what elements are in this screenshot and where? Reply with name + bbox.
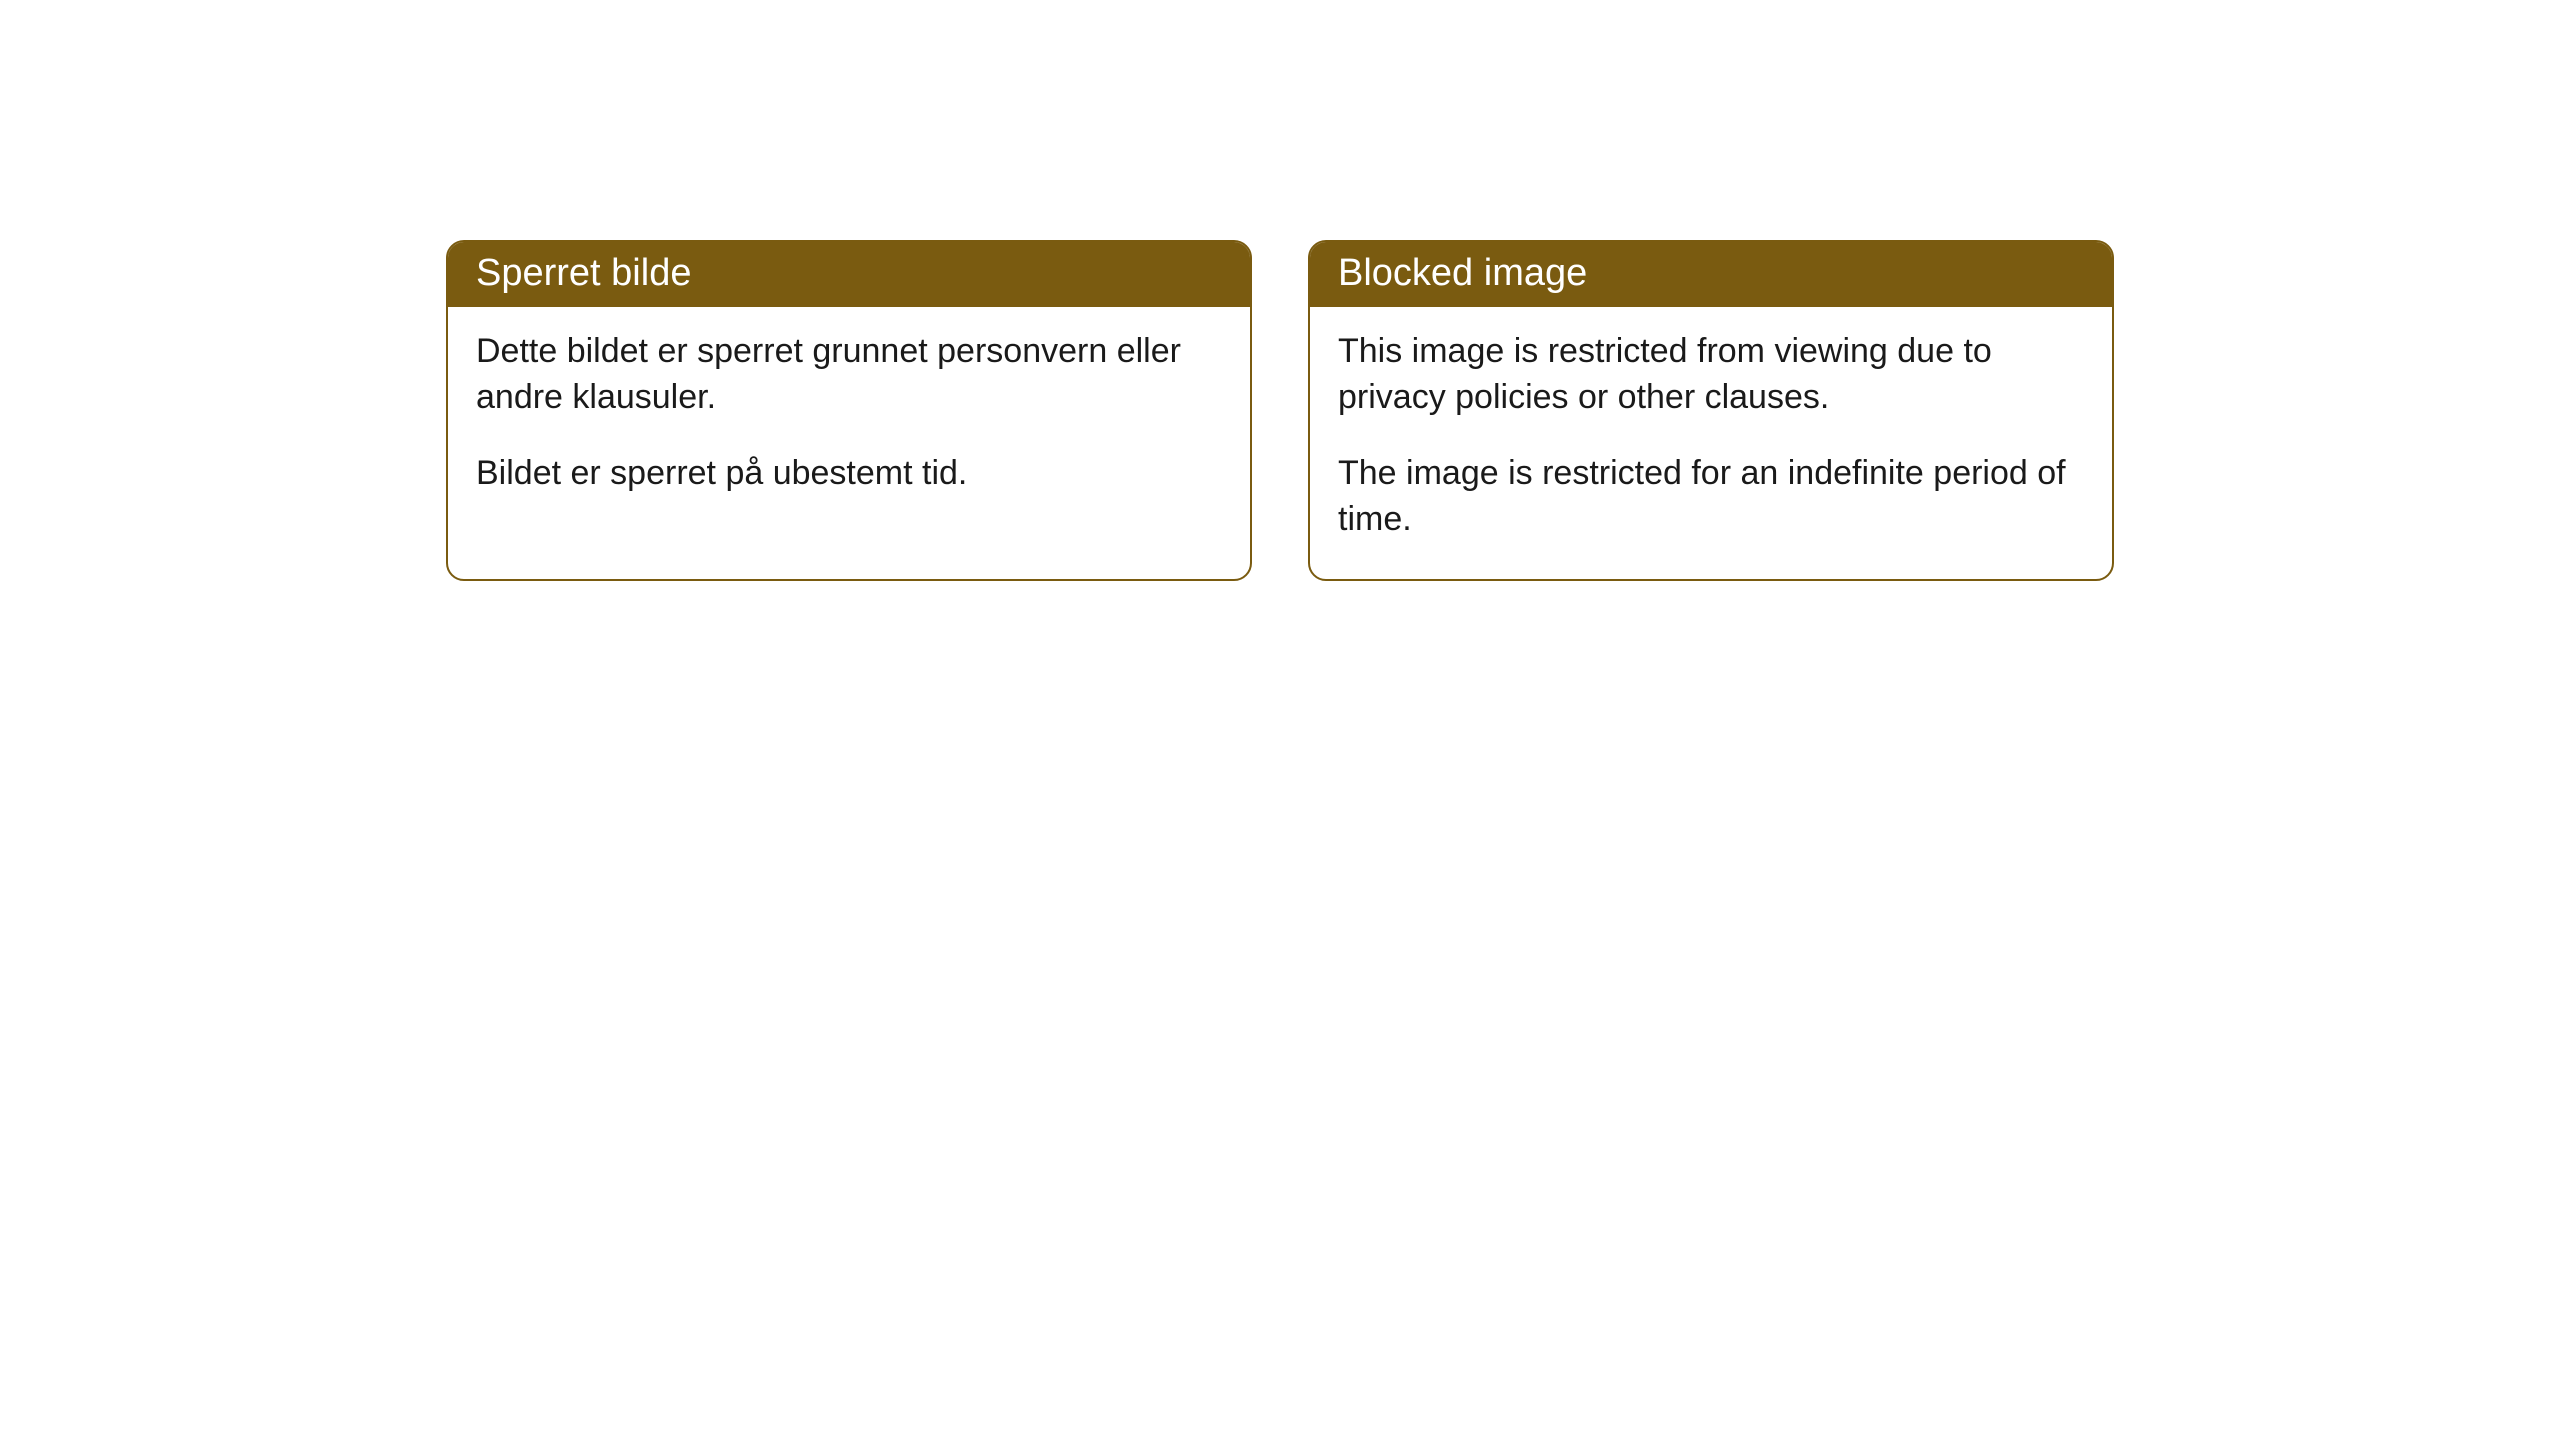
card-body: This image is restricted from viewing du… (1310, 307, 2112, 579)
notice-cards-container: Sperret bilde Dette bildet er sperret gr… (446, 240, 2114, 581)
card-body: Dette bildet er sperret grunnet personve… (448, 307, 1250, 533)
notice-card-english: Blocked image This image is restricted f… (1308, 240, 2114, 581)
notice-card-norwegian: Sperret bilde Dette bildet er sperret gr… (446, 240, 1252, 581)
card-paragraph-1: Dette bildet er sperret grunnet personve… (476, 329, 1222, 421)
card-header: Sperret bilde (448, 242, 1250, 307)
card-header: Blocked image (1310, 242, 2112, 307)
card-paragraph-2: The image is restricted for an indefinit… (1338, 451, 2084, 543)
card-title: Sperret bilde (476, 252, 691, 294)
card-paragraph-2: Bildet er sperret på ubestemt tid. (476, 451, 1222, 497)
card-paragraph-1: This image is restricted from viewing du… (1338, 329, 2084, 421)
card-title: Blocked image (1338, 252, 1587, 294)
